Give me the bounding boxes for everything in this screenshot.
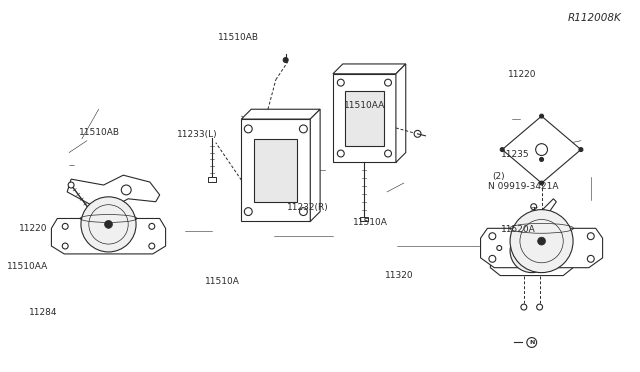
- Circle shape: [104, 221, 113, 228]
- Text: 11510AA: 11510AA: [344, 101, 385, 110]
- Text: 11510AB: 11510AB: [218, 33, 259, 42]
- Text: 11220: 11220: [19, 224, 48, 232]
- Polygon shape: [333, 64, 406, 74]
- Polygon shape: [333, 74, 396, 163]
- Text: 11510AA: 11510AA: [6, 262, 48, 271]
- Circle shape: [540, 157, 543, 161]
- Text: 11233(L): 11233(L): [177, 130, 218, 139]
- Polygon shape: [241, 119, 310, 221]
- Text: R112008K: R112008K: [567, 13, 621, 23]
- Circle shape: [538, 237, 545, 245]
- Text: 11510A: 11510A: [353, 218, 388, 227]
- Text: 11232(R): 11232(R): [287, 203, 329, 212]
- Text: 11220: 11220: [508, 70, 536, 79]
- Polygon shape: [241, 109, 320, 119]
- Circle shape: [81, 197, 136, 252]
- Circle shape: [579, 148, 583, 151]
- Polygon shape: [345, 90, 384, 146]
- Circle shape: [510, 209, 573, 273]
- Polygon shape: [67, 175, 160, 207]
- Polygon shape: [481, 228, 603, 268]
- Text: 11510A: 11510A: [205, 277, 240, 286]
- Circle shape: [284, 58, 288, 62]
- Circle shape: [540, 181, 543, 185]
- Text: 11520A: 11520A: [501, 225, 536, 234]
- Text: (2): (2): [492, 172, 504, 181]
- Text: 11235: 11235: [501, 150, 530, 159]
- Polygon shape: [524, 199, 556, 231]
- Polygon shape: [490, 241, 573, 276]
- Text: 11320: 11320: [385, 271, 413, 280]
- Circle shape: [510, 229, 554, 273]
- Circle shape: [68, 182, 74, 188]
- Bar: [208, 177, 216, 182]
- Text: 11510AB: 11510AB: [79, 128, 120, 137]
- Polygon shape: [51, 218, 166, 254]
- Text: 11284: 11284: [29, 308, 58, 317]
- Polygon shape: [502, 116, 581, 183]
- Text: N 09919-3421A: N 09919-3421A: [488, 182, 558, 190]
- Text: N: N: [529, 340, 534, 345]
- Polygon shape: [396, 64, 406, 163]
- Polygon shape: [254, 139, 298, 202]
- Circle shape: [540, 114, 543, 118]
- Bar: [360, 217, 369, 221]
- Circle shape: [528, 247, 535, 254]
- Circle shape: [500, 148, 504, 151]
- Polygon shape: [310, 109, 320, 221]
